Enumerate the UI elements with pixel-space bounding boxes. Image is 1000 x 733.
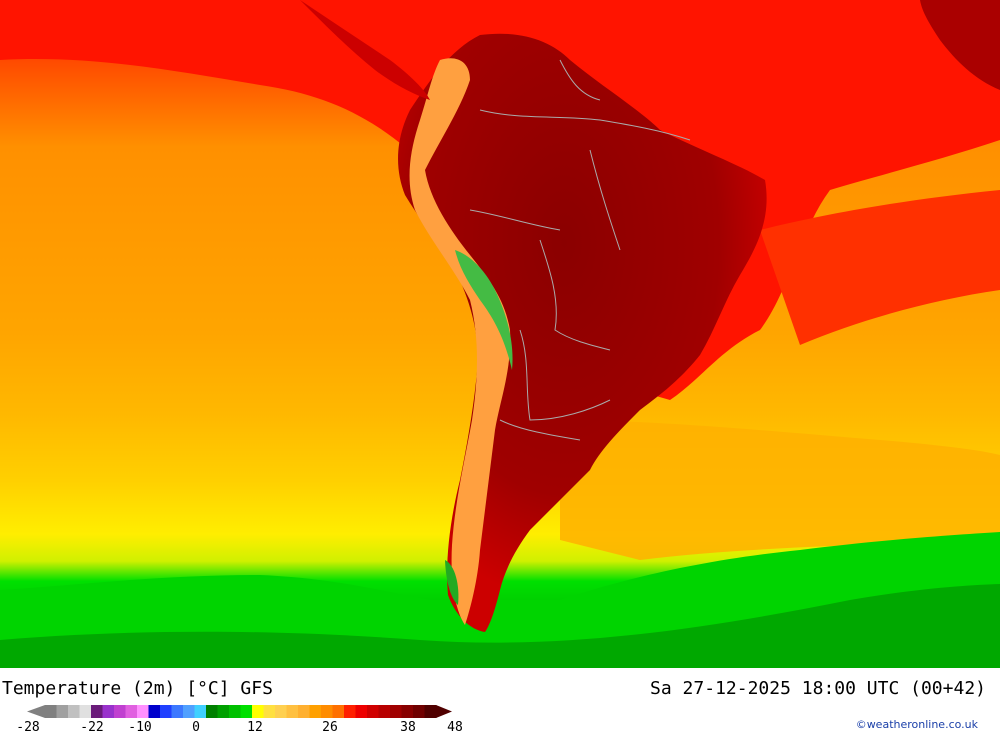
legend-swatch	[217, 705, 230, 718]
legend-swatch	[252, 705, 264, 718]
legend-swatch	[148, 705, 161, 718]
legend-swatch	[229, 705, 241, 718]
legend-swatch	[137, 705, 149, 718]
legend-swatch	[390, 705, 402, 718]
legend-swatch	[332, 705, 345, 718]
atlantic-mild-zone	[560, 420, 1000, 560]
legend-swatch	[298, 705, 310, 718]
legend-swatch	[68, 705, 80, 718]
legend-swatch	[378, 705, 391, 718]
legend-swatch	[56, 705, 69, 718]
legend-swatch	[79, 705, 92, 718]
map-title: Temperature (2m) [°C] GFS	[2, 678, 273, 699]
legend-ticks: -28 -22 -10 0 12 26 38 48	[16, 720, 463, 733]
legend-swatch	[263, 705, 276, 718]
legend-swatch	[206, 705, 218, 718]
forecast-timestamp: Sa 27-12-2025 18:00 UTC (00+42)	[650, 678, 986, 699]
legend-swatch	[125, 705, 138, 718]
legend-swatch	[424, 705, 437, 718]
legend-swatch	[183, 705, 195, 718]
temperature-map	[0, 0, 1000, 668]
legend-swatch	[321, 705, 333, 718]
southern-ocean-colder-zone	[0, 584, 1000, 668]
legend-tick-label: 38	[400, 720, 416, 733]
legend-tick-label: -28	[16, 720, 39, 733]
legend-swatch	[114, 705, 126, 718]
legend-swatch	[45, 705, 57, 718]
legend-swatch	[171, 705, 184, 718]
south-america-land	[398, 33, 767, 632]
legend-tick-label: -22	[80, 720, 103, 733]
legend-swatch	[344, 705, 356, 718]
africa-land	[920, 0, 1000, 90]
legend-swatch	[194, 705, 207, 718]
legend-tick-label: 12	[247, 720, 263, 733]
legend-swatch	[401, 705, 414, 718]
legend-tick-label: 0	[192, 720, 200, 733]
legend-arrow-low	[27, 705, 45, 718]
legend-swatch	[275, 705, 287, 718]
legend-swatch	[240, 705, 253, 718]
country-borders	[469, 59, 691, 441]
legend-swatch	[355, 705, 368, 718]
credit-link[interactable]: ©weatheronline.co.uk	[855, 718, 978, 731]
legend-swatch	[413, 705, 425, 718]
legend-swatch	[102, 705, 115, 718]
legend-tick-label: -10	[128, 720, 151, 733]
map-footer: Temperature (2m) [°C] GFS Sa 27-12-2025 …	[0, 668, 1000, 733]
andes-high-cold	[455, 250, 513, 370]
legend-swatches	[27, 705, 452, 718]
legend-swatch	[309, 705, 322, 718]
south-atlantic-warm-zone	[760, 190, 1000, 345]
legend-tick-label: 26	[322, 720, 338, 733]
central-america-land	[300, 0, 430, 100]
patagonia-cold	[445, 560, 459, 605]
andes-cool-strip	[409, 58, 511, 626]
legend-swatch	[160, 705, 172, 718]
legend-swatch	[286, 705, 299, 718]
legend-swatch	[91, 705, 103, 718]
color-legend: -28 -22 -10 0 12 26 38 48	[16, 705, 463, 733]
legend-tick-label: 48	[447, 720, 463, 733]
legend-swatch	[367, 705, 379, 718]
legend-arrow-high	[436, 705, 452, 718]
